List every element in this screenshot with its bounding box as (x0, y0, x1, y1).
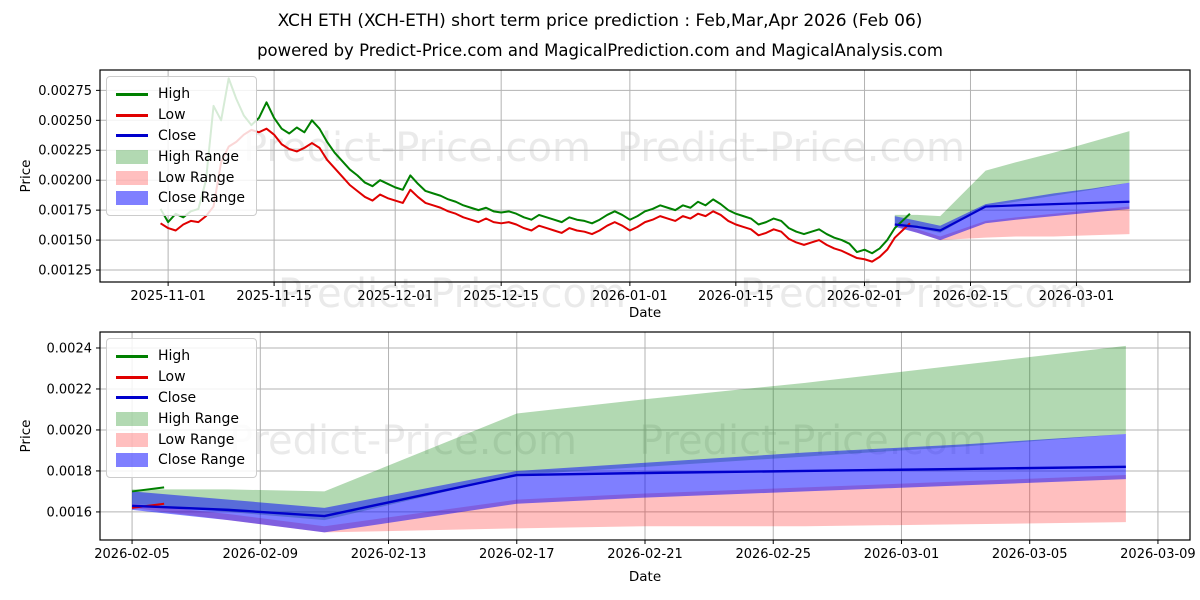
x-tick-label: 2026-03-09 (1120, 547, 1196, 562)
legend-item-close: Close (116, 388, 245, 409)
price-history-chart: 2025-11-01 2025-11-15 2025-12-01 2025-12-15… (18, 69, 1191, 320)
x-tick-label: 2026-03-05 (992, 547, 1068, 562)
x-tick-label: 2026-02-17 (479, 547, 555, 562)
legend-swatch-low (116, 113, 148, 117)
band-low-range (894, 206, 1130, 241)
x-axis-label: Date (629, 305, 661, 320)
legend-swatch-high (116, 354, 148, 358)
watermark-text: Predict-Price.com (617, 125, 965, 171)
band-high-range (132, 345, 1126, 521)
y-tick-label: 0.00125 (38, 264, 92, 279)
y-tick-label: 0.00175 (38, 204, 92, 219)
legend-item-high: High (116, 346, 245, 367)
x-tick-label: 2025-11-15 (236, 289, 312, 304)
x-tick-label: 2026-02-09 (223, 547, 299, 562)
legend-label: High (158, 348, 191, 365)
legend-item-high: High (116, 84, 245, 105)
legend-history-chart: High Low Close High Range Low Range Close Ran… (106, 76, 257, 216)
legend-item-low-range: Low Range (116, 167, 245, 188)
price-forecast-chart: 2026-02-05 2026-02-09 2026-02-13 2026-02-17… (18, 331, 1196, 585)
x-tick-label: 2026-02-13 (351, 547, 427, 562)
series-line-low (160, 127, 911, 263)
axes-frame (99, 69, 1191, 283)
legend-item-low: Low (116, 367, 245, 388)
x-tick-label: 2026-02-15 (933, 289, 1009, 304)
chart-title: XCH ETH (XCH-ETH) short term price predi… (277, 11, 923, 31)
legend-label: High Range (158, 148, 239, 165)
legend-swatch-low (116, 375, 148, 379)
legend-label: High Range (158, 410, 239, 427)
x-tick-label: 2025-12-15 (463, 289, 539, 304)
y-tick-label: 0.00275 (38, 84, 92, 99)
legend-item-low: Low (116, 105, 245, 126)
legend-label: Close (158, 389, 197, 406)
legend-item-high-range: High Range (116, 408, 245, 429)
legend-swatch-close (116, 134, 148, 138)
series-line-close (132, 465, 1126, 518)
x-tick-label: 2026-01-15 (698, 289, 774, 304)
legend-swatch-high (116, 92, 148, 96)
x-tick-label: 2026-02-01 (827, 289, 903, 304)
legend-label: Low (158, 369, 186, 386)
x-tick-label: 2025-12-01 (357, 289, 433, 304)
y-tick-label: 0.00225 (38, 144, 92, 159)
y-tick-label: 0.0018 (47, 464, 93, 479)
y-axis-label: Price (18, 160, 34, 193)
y-tick-label: 0.00250 (38, 114, 92, 129)
legend-swatch-close-range (116, 191, 148, 206)
legend-swatch-high-range (116, 411, 148, 426)
legend-label: Close (158, 127, 197, 144)
legend-swatch-close (116, 396, 148, 400)
legend-item-high-range: High Range (116, 146, 245, 167)
legend-item-low-range: Low Range (116, 429, 245, 450)
legend-item-close-range: Close Range (116, 188, 245, 209)
legend-swatch-low-range (116, 432, 148, 447)
legend-label: High (158, 86, 191, 103)
watermark-text: Predict-Price.com (740, 271, 1088, 317)
legend-item-close: Close (116, 126, 245, 147)
legend-swatch-low-range (116, 170, 148, 185)
legend-forecast-chart: High Low Close High Range Low Range Close Ran… (106, 338, 257, 478)
y-tick-label: 0.00150 (38, 234, 92, 249)
y-tick-label: 0.0016 (47, 505, 93, 520)
band-low-range (132, 475, 1126, 533)
x-tick-label: 2026-03-01 (864, 547, 940, 562)
legend-item-close-range: Close Range (116, 450, 245, 471)
y-tick-label: 0.0024 (47, 341, 93, 356)
x-tick-label: 2026-02-25 (735, 547, 811, 562)
watermark-text: Predict-Price.com (278, 271, 626, 317)
legend-label: Low Range (158, 169, 235, 186)
band-high-range (894, 131, 1130, 233)
x-tick-label: 2026-02-05 (94, 547, 170, 562)
y-tick-label: 0.0020 (47, 423, 93, 438)
x-axis-label: Date (629, 569, 661, 585)
x-tick-label: 2025-11-01 (130, 289, 206, 304)
x-tick-label: 2026-01-01 (592, 289, 668, 304)
series-line-high (159, 77, 911, 255)
watermark-text: Predict-Price.com (243, 125, 591, 171)
y-tick-label: 0.00200 (38, 174, 92, 189)
legend-label: Low Range (158, 431, 235, 448)
band-close-range (132, 434, 1126, 533)
legend-swatch-high-range (116, 149, 148, 164)
legend-label: Close Range (158, 452, 245, 469)
band-close-range (894, 182, 1130, 241)
y-tick-label: 0.0022 (47, 382, 93, 397)
x-tick-label: 2026-03-01 (1039, 289, 1115, 304)
x-tick-label: 2026-02-21 (607, 547, 683, 562)
watermark-text: Predict-Price.com (229, 418, 577, 464)
legend-swatch-close-range (116, 453, 148, 468)
chart-subtitle: powered by Predict-Price.com and Magical… (257, 41, 943, 60)
legend-label: Low (158, 107, 186, 124)
series-line-high (131, 486, 165, 493)
legend-label: Close Range (158, 190, 245, 207)
y-axis-label: Price (18, 420, 34, 453)
series-line-close (894, 200, 1130, 232)
